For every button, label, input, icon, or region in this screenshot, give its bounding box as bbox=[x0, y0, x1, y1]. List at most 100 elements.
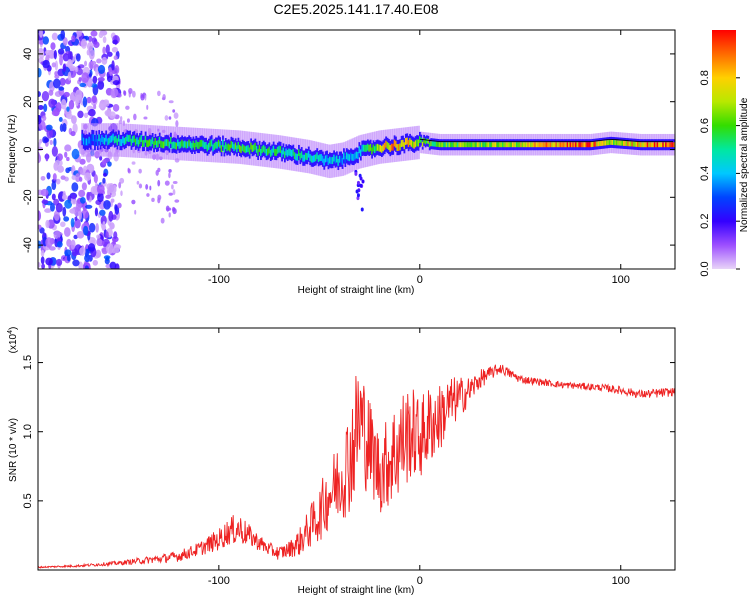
spectrogram-band-core bbox=[262, 144, 265, 152]
spectrogram-band-core bbox=[140, 135, 143, 142]
spectrogram-band-core bbox=[126, 134, 129, 142]
spectrogram-noise-blob bbox=[45, 257, 53, 266]
spectrogram-noise-blob bbox=[64, 151, 68, 158]
spectrogram-band-core bbox=[248, 147, 251, 155]
spectrogram-band-core bbox=[409, 138, 411, 145]
spectrogram-band-core bbox=[148, 139, 151, 147]
spectrogram-band-core bbox=[290, 150, 293, 157]
spectrogram-noise-blob bbox=[38, 153, 42, 164]
spectrogram-band-spur bbox=[359, 176, 363, 181]
spectrogram-band-core bbox=[231, 142, 234, 149]
spectrogram-noise-blob bbox=[65, 167, 70, 174]
spectrogram-band-core bbox=[296, 153, 299, 161]
spectrogram-noise-blob bbox=[97, 77, 105, 82]
spectrogram-band-core bbox=[314, 154, 317, 162]
spectrogram-band-core bbox=[186, 141, 189, 149]
spectrogram-noise-blob bbox=[58, 86, 65, 91]
spectrogram-band-core bbox=[129, 134, 132, 142]
spectrogram-noise-blob bbox=[55, 258, 63, 267]
spectrogram-noise-blob bbox=[168, 116, 172, 120]
spectrogram-noise-blob bbox=[51, 109, 60, 117]
spectrogram-noise-blob bbox=[78, 209, 82, 220]
spectrogram-band-core bbox=[116, 138, 119, 146]
spectrogram-noise-blob bbox=[171, 184, 174, 190]
spectrogram-band-core bbox=[464, 142, 466, 148]
spectrogram-band-core bbox=[455, 142, 458, 148]
spectrogram-noise-blob bbox=[105, 44, 110, 55]
spectrogram-band-core bbox=[313, 154, 316, 162]
colorbar-tick-label: 0.4 bbox=[699, 166, 711, 181]
spectrogram-band-core bbox=[577, 142, 580, 148]
spectrogram-band-core bbox=[234, 142, 237, 150]
spectrogram-band-core bbox=[420, 137, 423, 143]
spectrogram-noise-blob bbox=[76, 231, 85, 239]
spectrogram-band-core bbox=[226, 144, 229, 152]
spectrogram-band-core bbox=[286, 149, 289, 157]
spectrogram-noise-blob bbox=[45, 153, 49, 162]
spectrogram-noise-blob bbox=[92, 259, 98, 266]
spectrogram-noise-blob bbox=[82, 225, 89, 236]
spectrogram-band-core bbox=[175, 142, 178, 150]
spectrogram-band-core bbox=[510, 142, 513, 148]
spectrogram-band-core bbox=[171, 142, 174, 149]
spectrogram-noise-blob bbox=[134, 209, 137, 215]
spectrogram-band-core bbox=[105, 134, 108, 142]
spectrogram-band-core bbox=[599, 141, 601, 147]
spectrogram-band-core bbox=[376, 143, 379, 151]
spectrogram-noise-blob bbox=[70, 131, 76, 137]
colorbar-tick-label: 0.2 bbox=[699, 214, 711, 229]
spectrogram-band-core bbox=[302, 154, 305, 162]
spectrogram-noise-blob bbox=[102, 36, 107, 44]
spectrogram-noise-blob bbox=[87, 243, 96, 252]
snr-series-line bbox=[38, 364, 675, 569]
spectrogram-band-core bbox=[257, 148, 260, 156]
spectrogram-band-core bbox=[607, 140, 610, 146]
spectrogram-noise-blob bbox=[161, 97, 166, 101]
spectrogram-noise-blob bbox=[87, 110, 94, 116]
spectrogram-band-core bbox=[331, 157, 334, 164]
spectrogram-band-core bbox=[658, 142, 660, 148]
spectrogram-band-core bbox=[575, 142, 577, 148]
spectrogram-noise-blob bbox=[43, 103, 48, 113]
spectrogram-band-core bbox=[198, 142, 200, 149]
spectrogram-noise-blob bbox=[100, 215, 107, 226]
spectrogram-band-core bbox=[352, 154, 355, 161]
spectrogram-noise-blob bbox=[80, 38, 88, 49]
spectrogram-noise-blob bbox=[86, 97, 92, 104]
spectrogram-band-core bbox=[638, 142, 641, 148]
spectrogram-band-core bbox=[500, 142, 503, 148]
spectrogram-band-core bbox=[372, 144, 375, 152]
spectrogram-band-core bbox=[388, 143, 390, 151]
spectrogram-band-core bbox=[621, 140, 624, 146]
spectrogram-band-core bbox=[476, 142, 479, 148]
spectrogram-band-core bbox=[629, 141, 632, 147]
spectrogram-noise-blob bbox=[102, 172, 107, 177]
spectrogram-band-core bbox=[580, 142, 583, 148]
spectrogram-band-core bbox=[670, 142, 673, 148]
spectrogram-band-core bbox=[646, 142, 649, 148]
spectrogram-noise-blob bbox=[81, 182, 87, 191]
spectrogram-noise-blob bbox=[48, 246, 56, 251]
spectrogram-noise-blob bbox=[108, 69, 114, 75]
spectrogram-band-core bbox=[431, 141, 434, 147]
spectrogram-noise-blob bbox=[64, 199, 73, 209]
spectrogram-band-core bbox=[345, 152, 348, 160]
spectrogram-band-core bbox=[283, 151, 286, 159]
spectrogram-band-core bbox=[637, 142, 639, 147]
spectrogram-noise-blob bbox=[55, 202, 63, 213]
spectrogram-noise-blob bbox=[112, 80, 120, 86]
spectrogram-noise-blob bbox=[146, 193, 150, 197]
snr-x-label: Height of straight line (km) bbox=[298, 585, 415, 596]
spectrogram-noise-blob bbox=[54, 159, 63, 167]
spectrogram-band-core bbox=[157, 140, 160, 148]
spectrogram-noise-blob bbox=[72, 123, 78, 134]
spectrogram-band-core bbox=[586, 142, 589, 148]
spectrogram-band-core bbox=[438, 142, 441, 148]
spectrogram-band-core bbox=[98, 134, 101, 142]
spectrogram-band-core bbox=[161, 141, 164, 149]
spectrogram-y-tick-label: 0 bbox=[22, 146, 34, 152]
spectrogram-x-ticks: -100 0 100 bbox=[208, 30, 630, 286]
spectrogram-band-core bbox=[507, 142, 510, 148]
spectrogram-band-core bbox=[620, 140, 622, 146]
spectrogram-noise-blob bbox=[174, 199, 180, 203]
